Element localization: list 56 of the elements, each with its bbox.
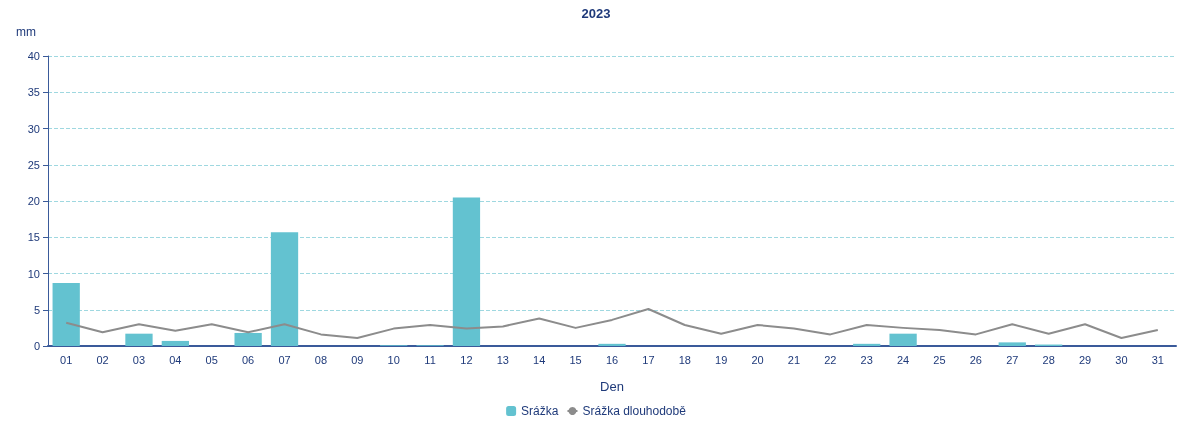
x-tick-label: 19: [715, 353, 728, 366]
bar: [125, 333, 153, 346]
y-tick-label: 25: [27, 158, 40, 171]
x-tick-label: 16: [605, 353, 619, 366]
x-tick-label: 04: [169, 353, 182, 366]
y-tick-label: 5: [33, 303, 40, 316]
x-tick-label: 28: [1042, 353, 1055, 366]
line-series: [65, 308, 1159, 340]
bar: [452, 197, 481, 346]
legend-label: Srážka: [521, 404, 559, 418]
x-tick-label: 21: [787, 353, 801, 366]
x-tick-label: 23: [860, 353, 873, 366]
bar: [270, 232, 299, 346]
x-tick-label: 02: [96, 353, 109, 366]
y-tick-label: 0: [33, 340, 40, 352]
x-tick-label: 13: [496, 353, 509, 366]
x-tick-label: 15: [569, 353, 582, 366]
x-tick-label: 29: [1078, 353, 1092, 366]
x-tick-label: 07: [278, 353, 291, 366]
x-tick-label: 03: [132, 353, 146, 366]
x-tick-label: 30: [1115, 353, 1128, 366]
x-tick-label: 20: [751, 353, 764, 366]
x-tick-label: 26: [969, 353, 982, 366]
x-tick-label: 05: [205, 353, 218, 366]
bar: [52, 282, 80, 346]
y-tick-label: 15: [27, 231, 40, 244]
x-tick-label: 09: [351, 353, 364, 366]
legend-label: Srážka dlouhodobě: [582, 404, 687, 418]
bar: [889, 333, 917, 346]
y-axis-title: mm: [16, 25, 36, 39]
y-tick-label: 20: [27, 195, 40, 207]
x-tick-label: 01: [60, 353, 73, 366]
bar: [598, 343, 626, 346]
x-tick-label: 08: [314, 353, 328, 366]
bar: [161, 340, 189, 346]
x-tick-label: 22: [824, 353, 837, 366]
x-tick-label: 18: [678, 353, 691, 366]
x-tick-label: 10: [387, 353, 400, 366]
x-tick-label: 25: [933, 353, 946, 366]
x-tick-label: 12: [460, 353, 473, 366]
x-tick-label: 24: [896, 353, 910, 366]
chart-title: 2023: [581, 6, 611, 21]
x-axis-title: Den: [600, 379, 624, 394]
bar: [234, 332, 262, 346]
y-tick-label: 35: [27, 86, 40, 99]
x-tick-label: 17: [642, 353, 655, 366]
x-tick-label: 27: [1006, 353, 1019, 366]
bar: [853, 343, 881, 346]
x-tick-label: 14: [533, 353, 546, 366]
x-tick-label: 06: [242, 353, 255, 366]
bar: [998, 342, 1026, 346]
x-tick-label: 31: [1151, 353, 1164, 366]
y-tick-label: 10: [27, 267, 40, 280]
x-tick-label: 11: [424, 353, 436, 366]
y-tick-label: 30: [27, 122, 40, 135]
y-tick-label: 40: [27, 50, 40, 62]
